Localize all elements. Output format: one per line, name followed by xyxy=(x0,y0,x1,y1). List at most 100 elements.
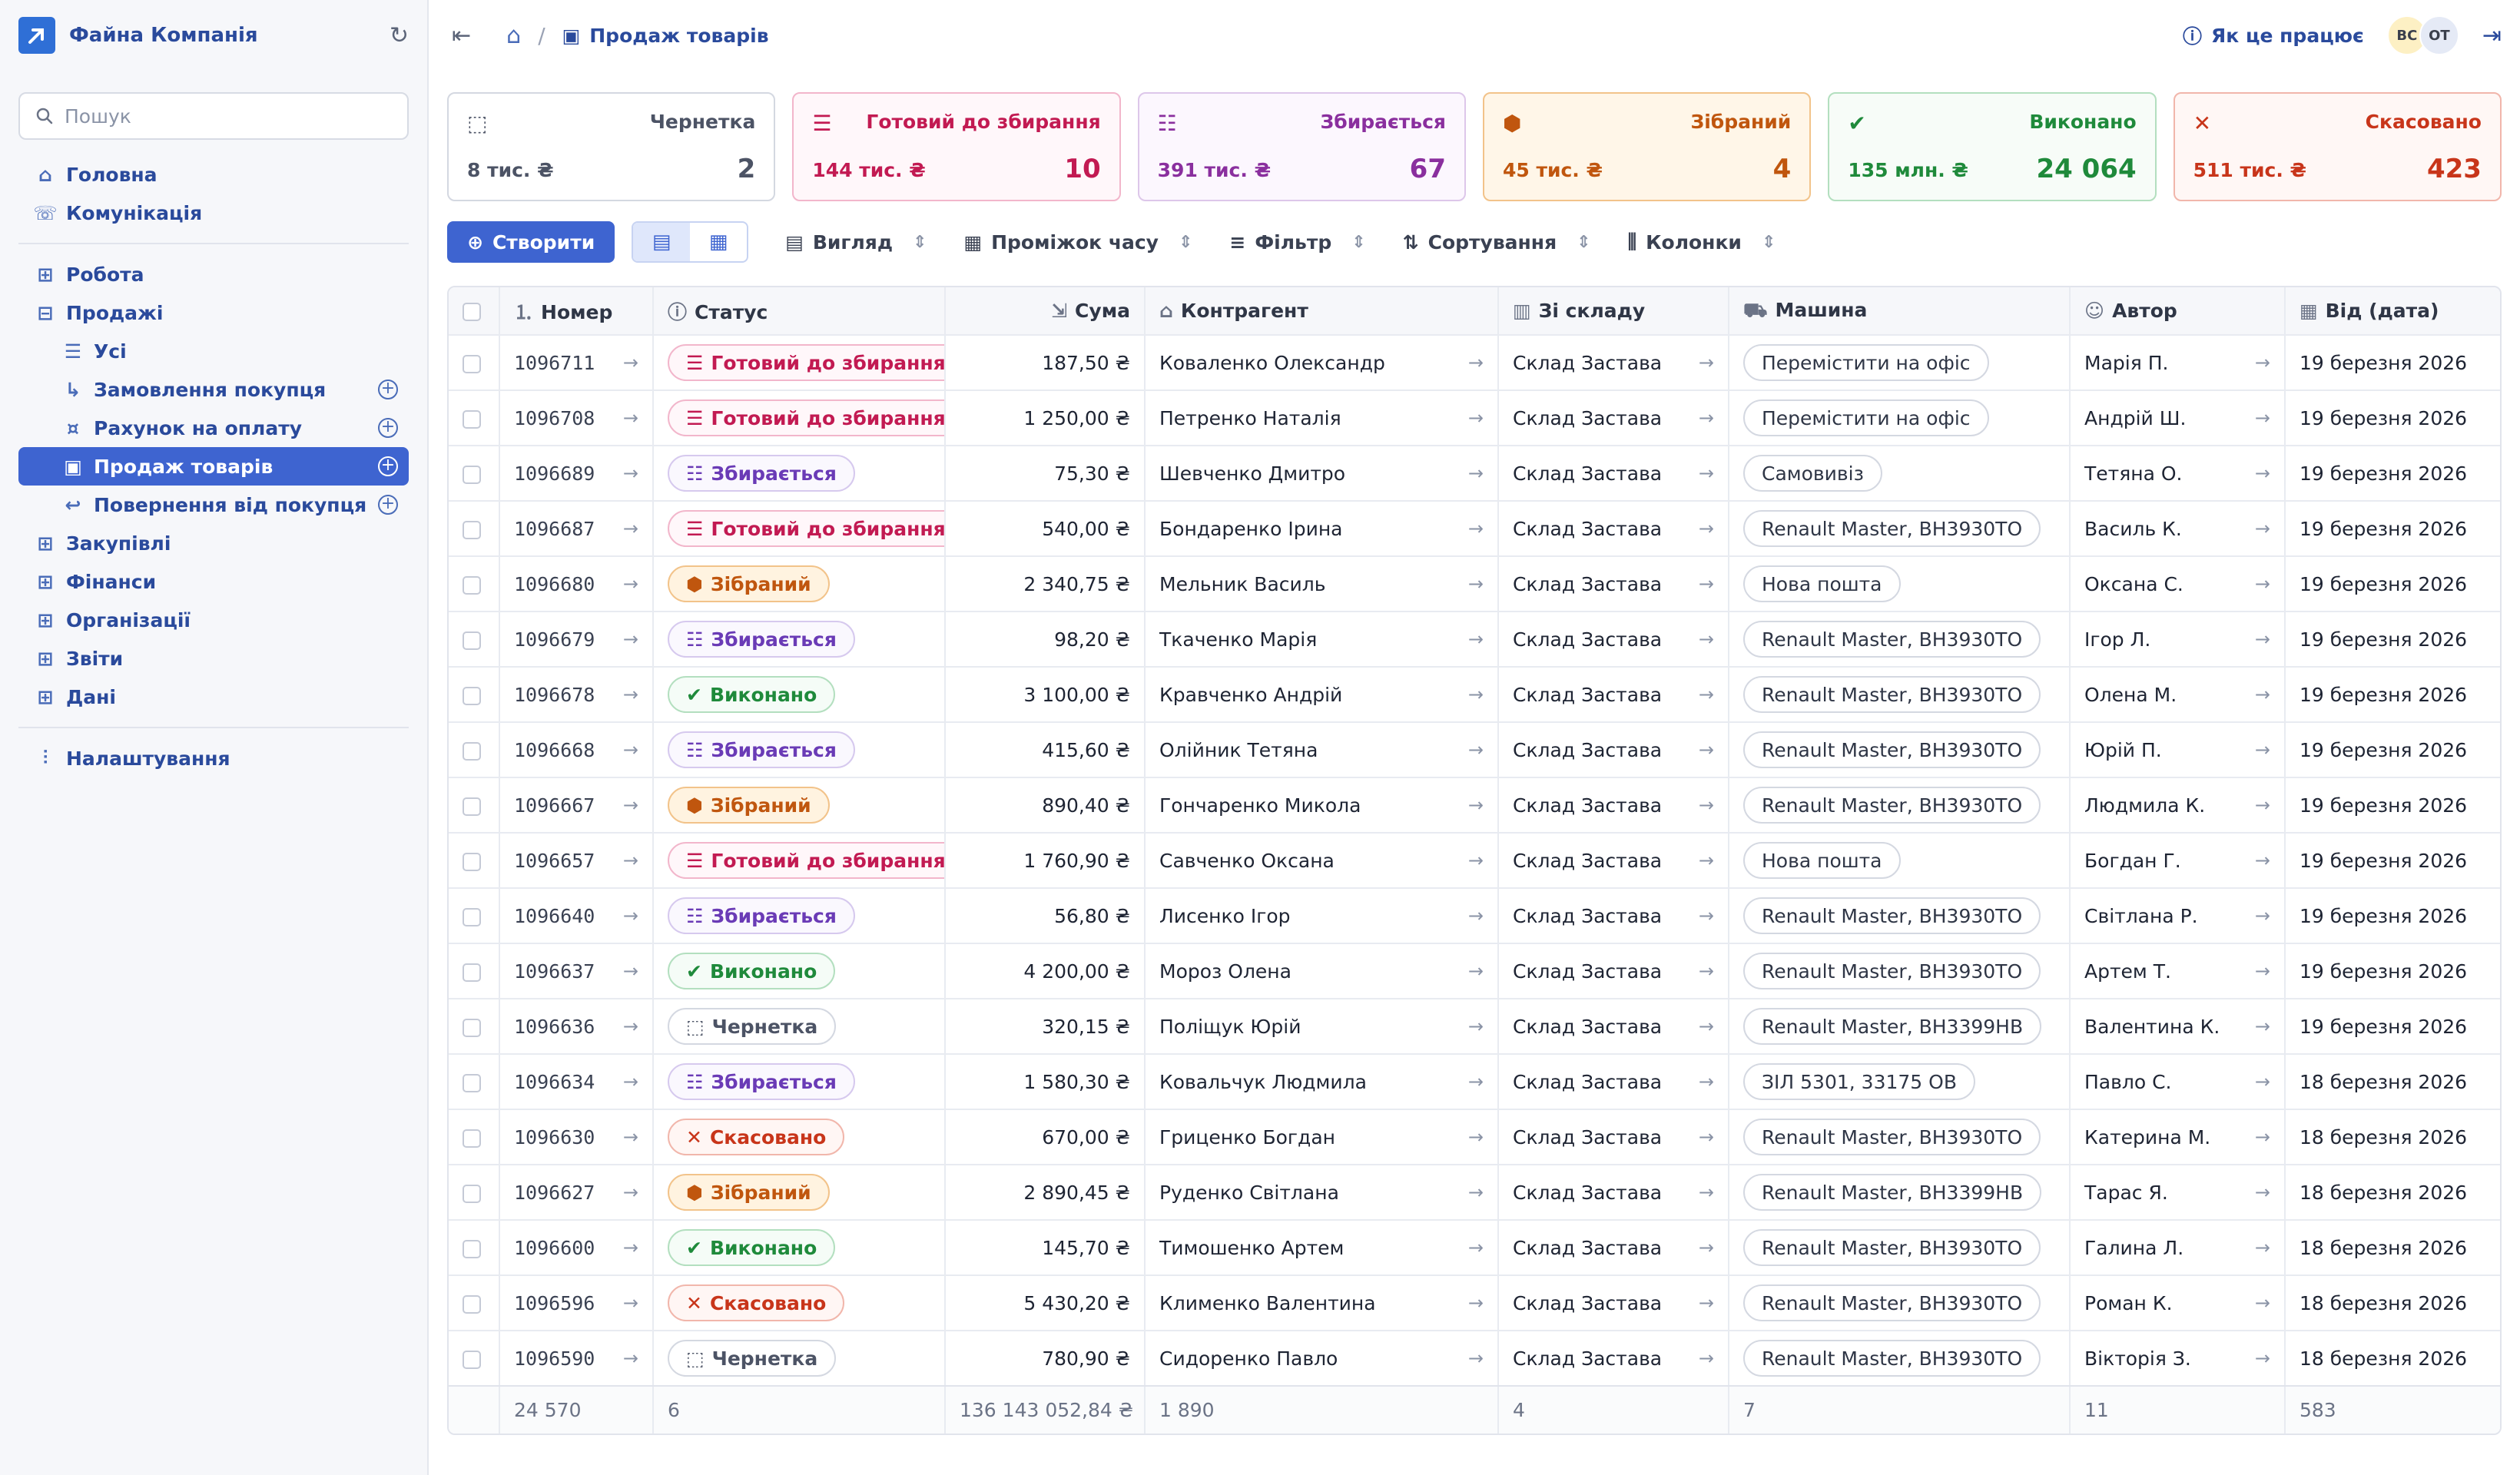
checkbox[interactable] xyxy=(463,1350,481,1369)
cell-author[interactable]: Роман К. → xyxy=(2070,1275,2286,1331)
cell-counterparty[interactable]: Гриценко Богдан → xyxy=(1145,1109,1499,1165)
cell-counterparty[interactable]: Олійник Тетяна → xyxy=(1145,722,1499,778)
cell-author[interactable]: Павло С. → xyxy=(2070,1054,2286,1110)
arrow-right-icon[interactable]: → xyxy=(622,572,638,595)
cell-warehouse[interactable]: Склад Застава → xyxy=(1498,1331,1729,1387)
create-button[interactable]: ⊕ Створити xyxy=(447,221,615,263)
table-row[interactable]: 1096590 → ⬚ Чернетка 780,90 ₴ Сидоренко Павло… xyxy=(449,1331,2500,1387)
sidebar-section-finance[interactable]: ⊞ Фінанси xyxy=(18,562,409,601)
row-checkbox-cell[interactable] xyxy=(449,390,500,446)
sidebar-section-reports[interactable]: ⊞ Звіти xyxy=(18,639,409,678)
arrow-right-icon[interactable]: → xyxy=(1467,1070,1484,1092)
arrow-right-icon[interactable]: → xyxy=(622,1181,638,1203)
status-badge[interactable]: ☷ Збирається xyxy=(668,455,855,492)
cell-counterparty[interactable]: Мельник Василь → xyxy=(1145,556,1499,612)
logout-icon[interactable]: ⇥ xyxy=(2482,22,2502,49)
cell-warehouse[interactable]: Склад Застава → xyxy=(1498,1054,1729,1110)
cell-number[interactable]: 1096679 → xyxy=(499,612,654,668)
cell-warehouse[interactable]: Склад Застава → xyxy=(1498,943,1729,999)
status-badge[interactable]: ☷ Збирається xyxy=(668,731,855,768)
sidebar-section-data[interactable]: ⊞ Дані xyxy=(18,678,409,716)
cell-number[interactable]: 1096680 → xyxy=(499,556,654,612)
cell-warehouse[interactable]: Склад Застава → xyxy=(1498,667,1729,723)
table-row[interactable]: 1096687 → ☰ Готовий до збирання 540,00 ₴ Бонд… xyxy=(449,501,2500,557)
cell-number[interactable]: 1096657 → xyxy=(499,833,654,889)
cell-author[interactable]: Оксана С. → xyxy=(2070,556,2286,612)
arrow-right-icon[interactable]: → xyxy=(1467,406,1484,429)
table-row[interactable]: 1096668 → ☷ Збирається 415,60 ₴ Олійник Тетян… xyxy=(449,722,2500,778)
table-row[interactable]: 1096708 → ☰ Готовий до збирання 1 250,00 ₴ Пе… xyxy=(449,390,2500,446)
arrow-right-icon[interactable]: → xyxy=(1698,572,1714,595)
vehicle-badge[interactable]: Renault Master, ВН3930ТО xyxy=(1743,1340,2041,1377)
arrow-right-icon[interactable]: → xyxy=(2254,960,2270,982)
table-row[interactable]: 1096689 → ☷ Збирається 75,30 ₴ Шевченко Дмитр… xyxy=(449,446,2500,502)
cell-author[interactable]: Тетяна О. → xyxy=(2070,446,2286,502)
row-checkbox-cell[interactable] xyxy=(449,556,500,612)
cell-author[interactable]: Галина Л. → xyxy=(2070,1220,2286,1276)
cell-author[interactable]: Олена М. → xyxy=(2070,667,2286,723)
arrow-right-icon[interactable]: → xyxy=(622,462,638,484)
status-badge[interactable]: ⬚ Чернетка xyxy=(668,1340,837,1377)
checkbox[interactable] xyxy=(463,686,481,705)
cell-warehouse[interactable]: Склад Застава → xyxy=(1498,446,1729,502)
arrow-right-icon[interactable]: → xyxy=(1467,1347,1484,1369)
table-row[interactable]: 1096667 → ⬢ Зібраний 890,40 ₴ Гончаренко Мико… xyxy=(449,777,2500,834)
vehicle-badge[interactable]: Перемістити на офіс xyxy=(1743,399,1989,436)
vehicle-badge[interactable]: Renault Master, ВН3930ТО xyxy=(1743,787,2041,824)
vehicle-badge[interactable]: Нова пошта xyxy=(1743,842,1901,879)
cell-number[interactable]: 1096668 → xyxy=(499,722,654,778)
sidebar-item-all[interactable]: ☰ Усі xyxy=(18,332,409,370)
arrow-right-icon[interactable]: → xyxy=(1698,1347,1714,1369)
cell-number[interactable]: 1096630 → xyxy=(499,1109,654,1165)
add-customer-return-icon[interactable]: + xyxy=(378,495,398,515)
arrow-right-icon[interactable]: → xyxy=(1698,1070,1714,1092)
arrow-right-icon[interactable]: → xyxy=(1698,1291,1714,1314)
column-header-vehicle[interactable]: ⛟ Машина xyxy=(1729,287,2071,336)
arrow-right-icon[interactable]: → xyxy=(1698,1015,1714,1037)
table-row[interactable]: 1096640 → ☷ Збирається 56,80 ₴ Лисенко Ігор → С… xyxy=(449,888,2500,944)
cell-author[interactable]: Марія П. → xyxy=(2070,335,2286,391)
column-header-author[interactable]: ☺ Автор xyxy=(2070,287,2286,336)
arrow-right-icon[interactable]: → xyxy=(2254,849,2270,871)
cell-author[interactable]: Катерина М. → xyxy=(2070,1109,2286,1165)
cell-counterparty[interactable]: Лисенко Ігор → xyxy=(1145,888,1499,944)
table-view-icon[interactable]: ▤ xyxy=(633,223,691,261)
vehicle-badge[interactable]: Renault Master, ВН3930ТО xyxy=(1743,621,2041,658)
sidebar-section-sales[interactable]: ⊟ Продажі xyxy=(18,293,409,332)
cell-warehouse[interactable]: Склад Застава → xyxy=(1498,501,1729,557)
arrow-right-icon[interactable]: → xyxy=(622,904,638,926)
column-header-number[interactable]: ⒈ Номер xyxy=(499,287,654,336)
arrow-right-icon[interactable]: → xyxy=(622,406,638,429)
arrow-right-icon[interactable]: → xyxy=(2254,683,2270,705)
cell-counterparty[interactable]: Бондаренко Ірина → xyxy=(1145,501,1499,557)
table-row[interactable]: 1096637 → ✔ Виконано 4 200,00 ₴ Мороз Олена → С… xyxy=(449,943,2500,999)
cell-warehouse[interactable]: Склад Застава → xyxy=(1498,999,1729,1055)
columns-dropdown[interactable]: ⫼ Колонки ⇕ xyxy=(1628,230,1776,254)
arrow-right-icon[interactable]: → xyxy=(1698,794,1714,816)
row-checkbox-cell[interactable] xyxy=(449,1109,500,1165)
status-badge[interactable]: ☷ Збирається xyxy=(668,621,855,658)
view-dropdown[interactable]: ▤ Вигляд ⇕ xyxy=(785,231,927,254)
status-badge[interactable]: ⬢ Зібраний xyxy=(668,1174,830,1211)
checkbox[interactable] xyxy=(463,741,481,761)
checkbox[interactable] xyxy=(463,907,481,926)
vehicle-badge[interactable]: Renault Master, ВН3930ТО xyxy=(1743,897,2041,934)
arrow-right-icon[interactable]: → xyxy=(622,1291,638,1314)
arrow-right-icon[interactable]: → xyxy=(2254,628,2270,650)
arrow-right-icon[interactable]: → xyxy=(1467,351,1484,373)
cell-author[interactable]: Вікторія З. → xyxy=(2070,1331,2286,1387)
sidebar-section-purchases[interactable]: ⊞ Закупівлі xyxy=(18,524,409,562)
checkbox[interactable] xyxy=(463,1239,481,1258)
arrow-right-icon[interactable]: → xyxy=(2254,462,2270,484)
table-row[interactable]: 1096636 → ⬚ Чернетка 320,15 ₴ Поліщук Юрій → Ск… xyxy=(449,999,2500,1055)
vehicle-badge[interactable]: Самовивіз xyxy=(1743,455,1882,492)
row-checkbox-cell[interactable] xyxy=(449,1331,500,1387)
add-invoice-icon[interactable]: + xyxy=(378,418,398,438)
table-row[interactable]: 1096679 → ☷ Збирається 98,20 ₴ Ткаченко Марія… xyxy=(449,612,2500,668)
sidebar-item-settings[interactable]: ⫶ Налаштування xyxy=(18,739,409,777)
arrow-right-icon[interactable]: → xyxy=(1698,738,1714,761)
status-card[interactable]: ☰ Готовий до збирання 144 тис. ₴ 10 xyxy=(792,92,1121,201)
arrow-right-icon[interactable]: → xyxy=(1467,738,1484,761)
arrow-right-icon[interactable]: → xyxy=(622,1015,638,1037)
cell-author[interactable]: Ігор Л. → xyxy=(2070,612,2286,668)
